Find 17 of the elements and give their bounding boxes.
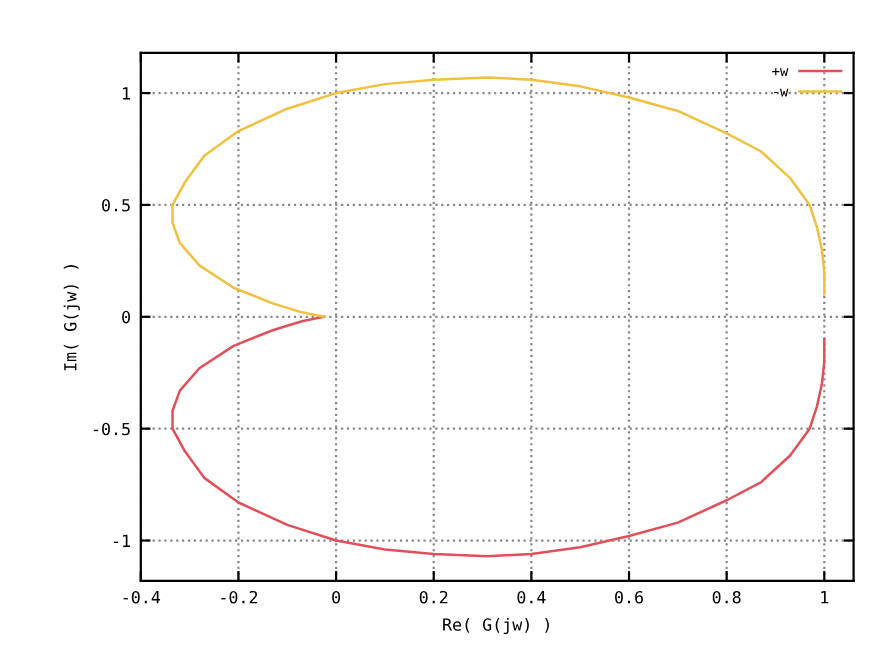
y-tick-label: -1 (113, 534, 130, 547)
x-axis-title: Re( G(jw) ) (443, 617, 549, 635)
y-tick-label: 1 (123, 87, 130, 100)
x-tick-label: 0 (332, 590, 341, 604)
y-axis-title: Im( G(jw) ) (63, 265, 80, 371)
x-tick-label: 0.2 (419, 590, 448, 604)
line-series (171, 315, 826, 558)
x-tick-label: 1 (821, 591, 829, 604)
y-tick-label: -0.5 (93, 422, 130, 436)
x-tick-label: -0.2 (221, 590, 258, 604)
line-series (171, 76, 826, 319)
x-tick-label: 0.8 (712, 590, 741, 604)
x-tick-label: 0.4 (517, 590, 546, 604)
y-tick-label: 0 (122, 310, 130, 324)
y-tick-label: 0.5 (102, 198, 130, 212)
x-tick-label: -0.4 (123, 590, 161, 604)
x-tick-label: 0.6 (615, 590, 643, 604)
